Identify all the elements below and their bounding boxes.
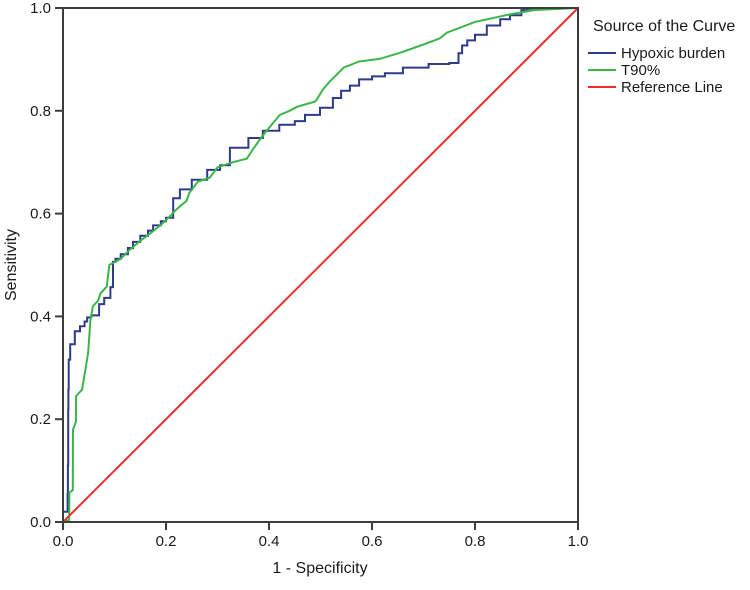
x-tick-label: 0.4 <box>259 533 280 550</box>
x-tick-label: 0.8 <box>465 533 486 550</box>
plot-frame <box>62 7 579 523</box>
legend-label-t90: T90% <box>621 62 660 79</box>
y-axis-title: Sensitivity <box>3 229 20 301</box>
y-tick-label: 0.2 <box>30 411 51 428</box>
x-tick-label: 1.0 <box>568 533 589 550</box>
legend: Source of the Curve Hypoxic burden T90% … <box>588 18 735 96</box>
plot-frame-layer <box>62 7 579 523</box>
legend-label-reference-line: Reference Line <box>621 79 723 96</box>
y-tick-label: 0.4 <box>30 308 51 325</box>
y-tick-label: 1.0 <box>30 0 51 17</box>
x-tick-label: 0.2 <box>156 533 177 550</box>
axis-ticks-layer: 0.0 0.2 0.4 0.6 0.8 1.0 0.0 0.2 0.4 0.6 0.8 1.0 <box>30 0 588 550</box>
x-tick-label: 0.0 <box>53 533 74 550</box>
x-tick-label: 0.6 <box>362 533 383 550</box>
y-tick-label: 0.0 <box>30 514 51 531</box>
legend-title: Source of the Curve <box>593 18 735 35</box>
y-tick-label: 0.8 <box>30 103 51 120</box>
curve-reference-line <box>62 7 579 523</box>
curve-t90 <box>62 7 579 523</box>
legend-label-hypoxic-burden: Hypoxic burden <box>621 45 725 62</box>
curves-layer <box>62 7 579 523</box>
x-axis-title: 1 - Specificity <box>272 560 367 577</box>
curve-hypoxic-burden <box>62 7 578 522</box>
y-tick-label: 0.6 <box>30 206 51 223</box>
